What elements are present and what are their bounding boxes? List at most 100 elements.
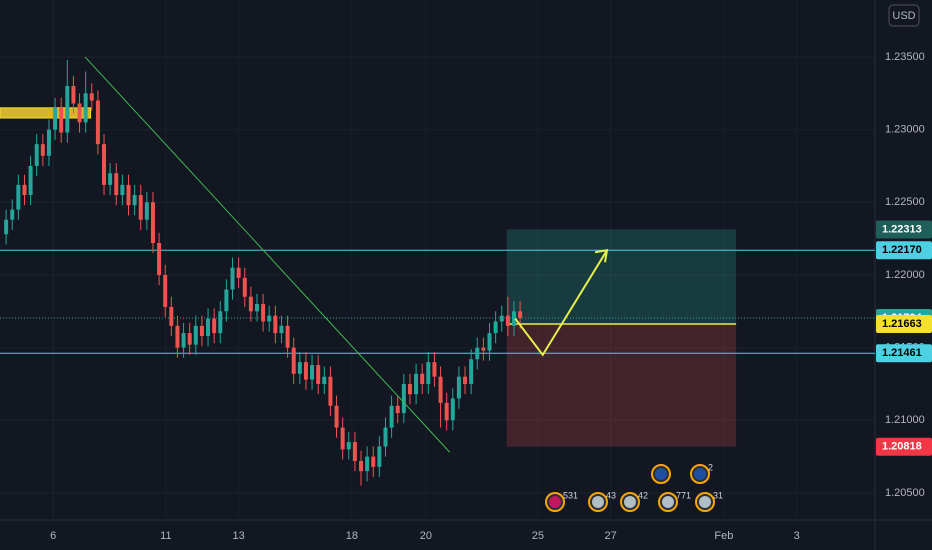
currency-box[interactable] (888, 4, 920, 27)
candle-body (22, 184, 27, 196)
x-tick-label: 18 (346, 530, 358, 542)
candle-body (144, 202, 149, 220)
candle-body (377, 446, 382, 467)
candle-body (346, 442, 351, 450)
projection-arrowhead (594, 249, 609, 263)
event-flag (662, 496, 674, 508)
candle-body (426, 362, 431, 384)
candle-body (407, 383, 412, 395)
event-flag (549, 496, 561, 508)
x-tick-label: 25 (532, 530, 544, 542)
currency[interactable]: USD (892, 10, 915, 22)
event-count: 42 (638, 490, 648, 500)
candle-body (444, 402, 449, 421)
candle-body (59, 107, 64, 133)
event-count: 31 (713, 490, 723, 500)
candle-body (181, 333, 186, 348)
candle-body (53, 107, 58, 130)
candle-body (303, 362, 308, 380)
candle-body (138, 195, 143, 220)
candle-body (463, 376, 468, 384)
candle-body (469, 359, 474, 384)
price-label: 1.22313 (882, 223, 922, 235)
projection-path (514, 249, 608, 357)
candle-body (187, 333, 192, 345)
candle-body (499, 315, 504, 322)
candle-body (89, 93, 94, 101)
price-label-bg (876, 220, 932, 239)
price-label-bg (876, 241, 932, 260)
event-flag (592, 496, 604, 508)
candle-body (322, 376, 327, 384)
candle-body (340, 427, 345, 450)
candle-body (95, 100, 100, 145)
candle-body (456, 376, 461, 399)
candle-body (212, 318, 217, 334)
candle-body (432, 362, 437, 377)
candle-body (279, 325, 284, 334)
event-flag (694, 468, 706, 480)
candle-body (114, 173, 119, 196)
candle-body (359, 460, 364, 472)
supply-zone (0, 107, 92, 119)
price-label: 1.20818 (882, 441, 922, 453)
candle-body (273, 315, 278, 334)
loss-zone (506, 323, 737, 447)
candle-body (487, 333, 492, 351)
candle-body (193, 325, 198, 345)
candle-body (420, 373, 425, 384)
event-flag (699, 496, 711, 508)
trendline (84, 56, 451, 453)
candle-body (389, 405, 394, 428)
candle-body (316, 365, 321, 384)
candle-body (230, 267, 235, 290)
candle-body (261, 304, 266, 322)
candle-body (236, 267, 241, 278)
candle-body (175, 325, 180, 348)
candle-body (40, 144, 45, 156)
candle-body (157, 242, 162, 275)
candle-body (16, 184, 21, 210)
candle-body (493, 321, 498, 334)
event-count: 2 (708, 462, 713, 472)
candle-body (132, 195, 137, 206)
candle-body (518, 311, 523, 318)
candle-body (102, 144, 107, 185)
profit-zone (506, 229, 737, 324)
candle-body (169, 306, 174, 326)
candle-body (297, 362, 302, 374)
event-flag (624, 496, 636, 508)
x-tick-label: 13 (233, 530, 245, 542)
y-tick-label: 1.20500 (885, 487, 925, 499)
x-tick-label: 27 (605, 530, 617, 542)
candle-body (218, 311, 223, 334)
candle-body (352, 442, 357, 461)
price-label: 1.22170 (882, 244, 922, 256)
y-tick-label: 1.23000 (885, 124, 925, 136)
candle-body (224, 289, 229, 312)
y-tick-label: 1.23500 (885, 51, 925, 63)
candle-body (310, 365, 315, 380)
candle-body (150, 202, 155, 243)
candle-body (254, 304, 259, 312)
candle-body (65, 86, 70, 133)
candle-body (401, 383, 406, 414)
candle-body (4, 219, 9, 235)
candle-body (328, 376, 333, 406)
candle-body (28, 165, 33, 196)
event-count: 531 (563, 490, 578, 500)
candle-body (334, 405, 339, 428)
candle-body (291, 347, 296, 374)
x-tick-label: 11 (160, 530, 171, 542)
candle-body (438, 376, 443, 403)
candle-body (108, 173, 113, 185)
candle-body (475, 347, 480, 360)
x-tick-label: Feb (714, 530, 733, 542)
candle-body (505, 315, 510, 326)
candle-body (248, 296, 253, 312)
candle-body (77, 103, 82, 123)
candle-body (242, 277, 247, 297)
candle-body (285, 325, 290, 348)
y-tick-label: 1.21000 (885, 414, 925, 426)
